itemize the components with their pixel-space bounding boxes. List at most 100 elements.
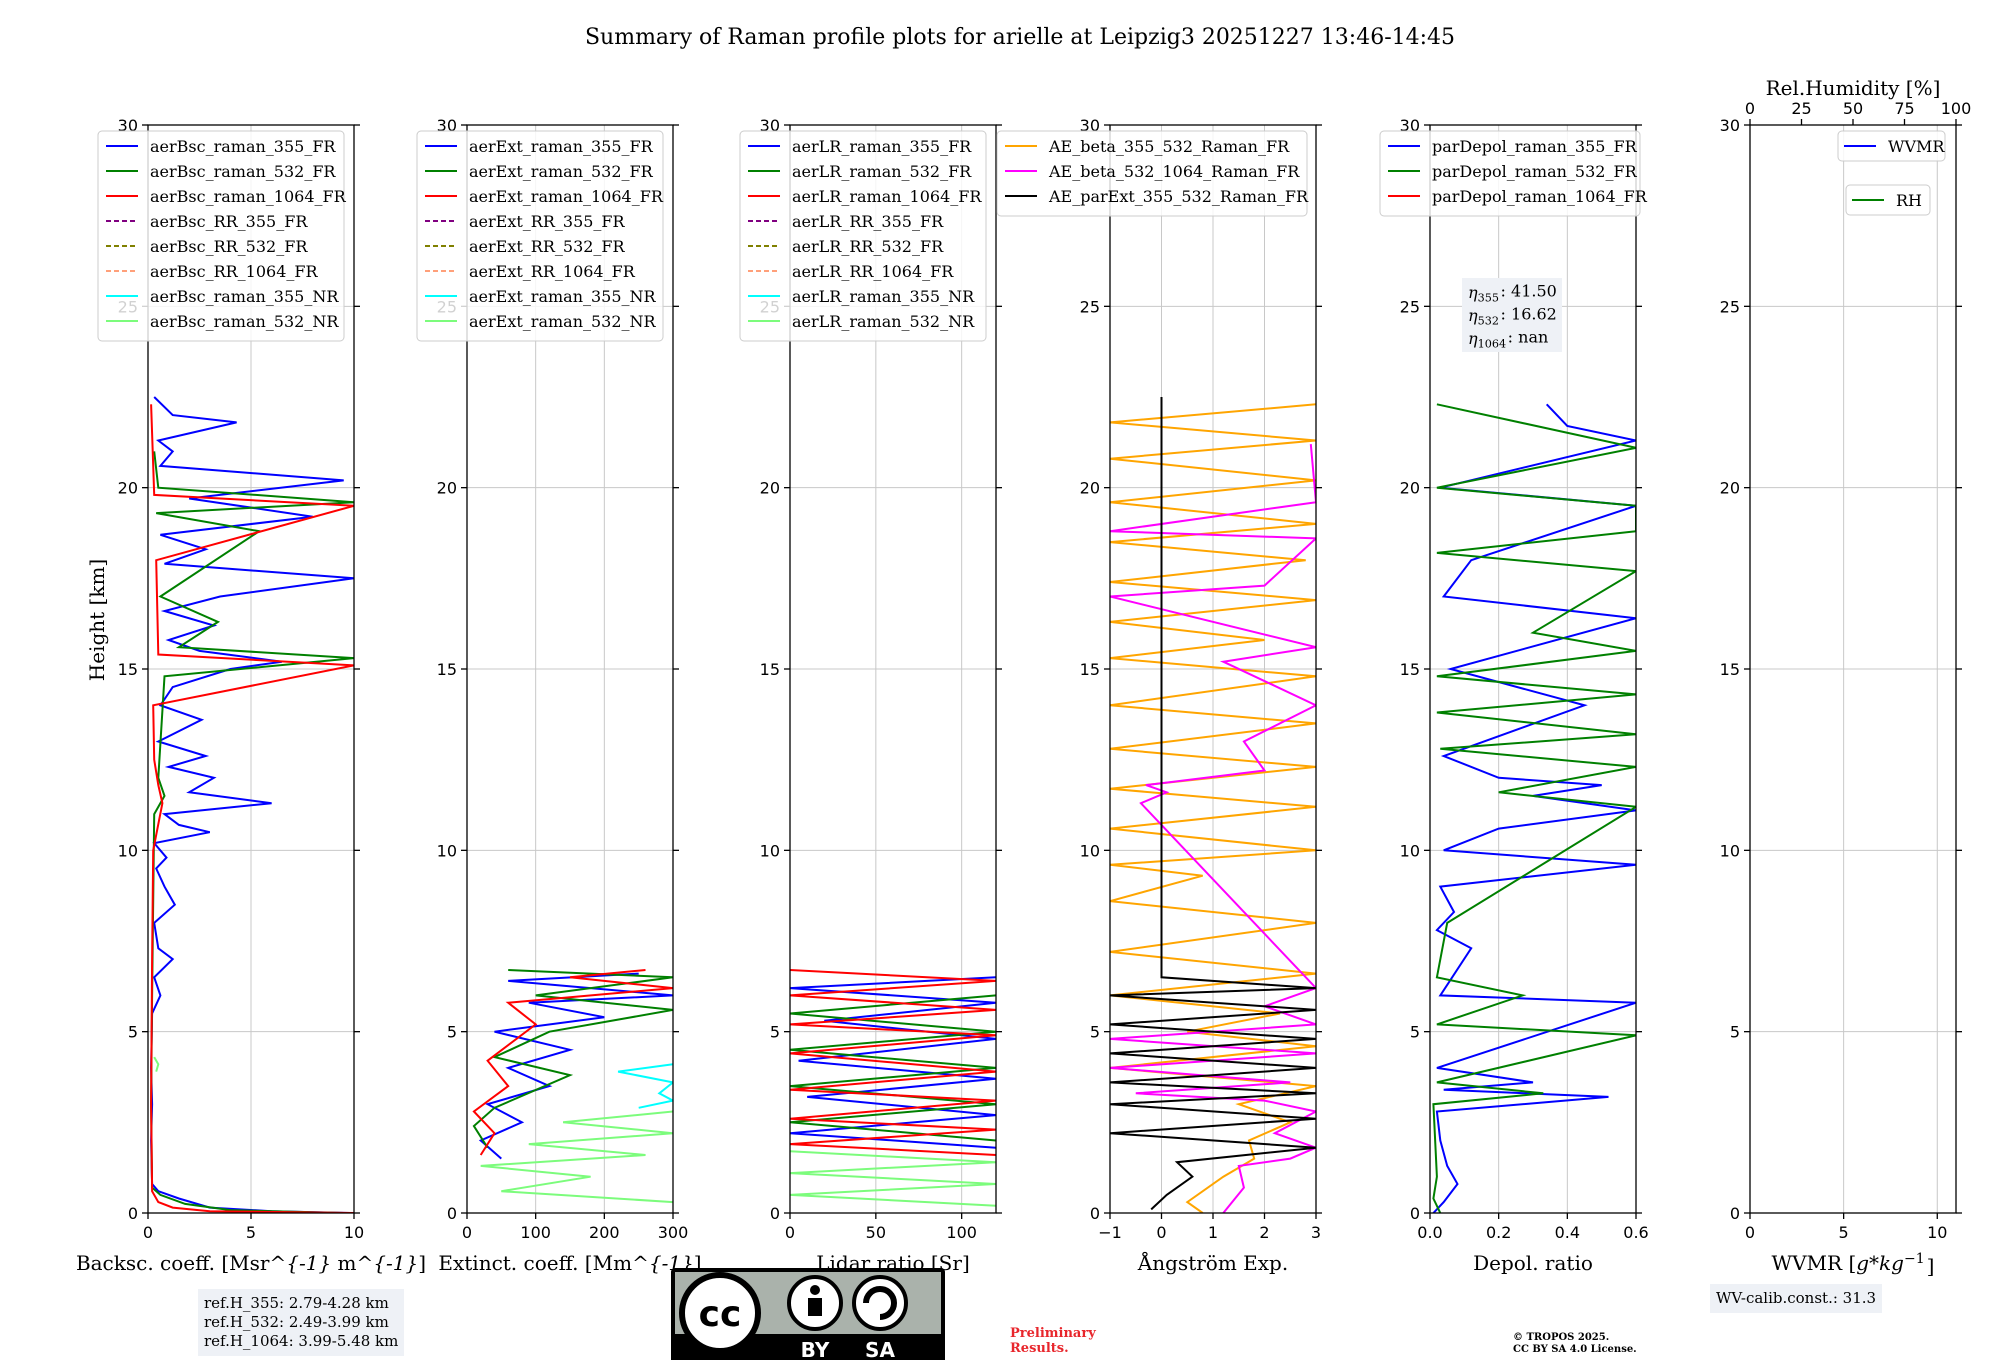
y-tick-label: 25 (1080, 297, 1100, 316)
legend-box (739, 130, 987, 342)
x-tick-label: 50 (866, 1223, 886, 1242)
by-icon-head (810, 1285, 820, 1295)
by-label: BY (801, 1338, 830, 1360)
y-tick-label: 0 (447, 1204, 457, 1223)
y-tick-label: 15 (1080, 660, 1100, 679)
y-tick-label: 10 (1720, 841, 1740, 860)
legend-label-AE_beta_355_532_Raman_FR: AE_beta_355_532_Raman_FR (1048, 137, 1290, 156)
legend-label-aerBsc_raman_1064_FR: aerBsc_raman_1064_FR (150, 187, 347, 206)
series-line-AE_parExt_355_532_Raman_FR (1110, 397, 1316, 1211)
legend-box (1379, 130, 1641, 217)
x-tick-label: 0.4 (1555, 1223, 1580, 1242)
x2-tick-label: 0 (1745, 99, 1755, 118)
x-axis-label: WVMR [g*kg−1 ] (1772, 1251, 1935, 1278)
copyright-line1: © TROPOS 2025. (1513, 1332, 1610, 1343)
y-tick-label: 30 (1080, 116, 1100, 135)
y-tick-label: 15 (118, 660, 138, 679)
legend-label-aerBsc_raman_355_NR: aerBsc_raman_355_NR (150, 287, 339, 306)
series-group (472, 969, 673, 1204)
ref-height-355: ref.H_355: 2.79-4.28 km (204, 1294, 389, 1312)
y-tick-label: 10 (1080, 841, 1100, 860)
x-tick-label: 0 (143, 1223, 153, 1242)
cc-by-sa-logo: cc BY SA (671, 1268, 945, 1360)
math-run: { (286, 1251, 299, 1275)
x-tick-label: −1 (1098, 1223, 1122, 1242)
x-tick-label: 300 (658, 1223, 689, 1242)
cc-icon (679, 1272, 761, 1354)
legend-label-aerExt_raman_532_NR: aerExt_raman_532_NR (469, 312, 657, 331)
x-tick-label: 0 (1745, 1223, 1755, 1242)
y-tick-label: 5 (128, 1023, 138, 1042)
legend-label-aerExt_raman_1064_FR: aerExt_raman_1064_FR (469, 187, 664, 206)
legend-label-aerExt_raman_355_FR: aerExt_raman_355_FR (469, 137, 654, 156)
x-tick-label: 3 (1311, 1223, 1321, 1242)
legend-label-aerLR_raman_1064_FR: aerLR_raman_1064_FR (792, 187, 982, 206)
x2-tick-label: 25 (1791, 99, 1811, 118)
y-tick-label: 20 (1720, 479, 1740, 498)
math-run: η (1468, 283, 1478, 302)
y-tick-label: 15 (1400, 660, 1420, 679)
legend-box (996, 130, 1308, 217)
x-tick-label: 0.6 (1623, 1223, 1648, 1242)
math-run: - (662, 1251, 669, 1275)
x-tick-label: 10 (344, 1223, 364, 1242)
x2-tick-label: 75 (1894, 99, 1914, 118)
legend-label-aerLR_RR_532_FR: aerLR_RR_532_FR (792, 237, 944, 256)
y-tick-label: 10 (437, 841, 457, 860)
math-run: 1 (306, 1251, 319, 1275)
legend-label-aerBsc_RR_355_FR: aerBsc_RR_355_FR (150, 212, 308, 231)
legend-label-aerLR_raman_532_FR: aerLR_raman_532_FR (792, 162, 972, 181)
legend-label-aerExt_raman_532_FR: aerExt_raman_532_FR (469, 162, 654, 181)
legend-box (1845, 184, 1931, 216)
x-tick-label: 5 (246, 1223, 256, 1242)
preliminary-line1: Preliminary (1010, 1326, 1096, 1341)
series-group (1110, 397, 1316, 1213)
x-tick-label: 100 (520, 1223, 551, 1242)
math-run: - (299, 1251, 306, 1275)
copyright-note: © TROPOS 2025. CC BY SA 4.0 License. (1513, 1332, 1637, 1356)
legend-label-AE_beta_532_1064_Raman_FR: AE_beta_532_1064_Raman_FR (1048, 162, 1300, 181)
sa-label: SA (865, 1338, 895, 1360)
series-group (790, 969, 996, 1207)
math-run: ^ (357, 1251, 374, 1275)
math-run: ^ (269, 1251, 286, 1275)
y-tick-label: 15 (760, 660, 780, 679)
series-line-aerExt_raman_355_NR (617, 1063, 673, 1109)
series-line-aerBsc_raman_532_FR (150, 451, 354, 1213)
series-line-parDepol_raman_532_FR (1432, 403, 1636, 1213)
legend-lr: aerLR_raman_355_FR aerLR_raman_532_FR aerL… (739, 130, 987, 342)
legend-label-parDepol_raman_1064_FR: parDepol_raman_1064_FR (1432, 187, 1648, 206)
math-reset (1506, 328, 1508, 347)
math-script: 1064 (1478, 337, 1506, 350)
legend-ae: AE_beta_355_532_Raman_FR AE_beta_532_1064… (996, 130, 1309, 217)
math-run: η (1468, 329, 1478, 348)
legend-label-aerExt_RR_355_FR: aerExt_RR_355_FR (469, 212, 626, 231)
x-axis-label: Depol. ratio (1473, 1251, 1593, 1275)
legend-box (97, 130, 345, 342)
y-tick-label: 10 (118, 841, 138, 860)
series-line-aerExt_raman_532_FR (472, 969, 673, 1149)
x-tick-label: 2 (1259, 1223, 1269, 1242)
x-tick-label: 0.0 (1417, 1223, 1442, 1242)
y-axis-label: Height [km] (85, 559, 109, 681)
x-tick-label: 0 (1156, 1223, 1166, 1242)
y-tick-label: 0 (770, 1204, 780, 1223)
x2-tick-label: 50 (1843, 99, 1863, 118)
y-tick-label: 0 (1730, 1204, 1740, 1223)
panel-lr: 051015202530050100Lidar ratio [Sr]aerLR_… (739, 116, 1002, 1275)
series-line-AE_beta_532_1064_Raman_FR (1110, 444, 1316, 1213)
series-line-aerLR_raman_355_FR (790, 976, 996, 1149)
y-tick-label: 5 (1410, 1023, 1420, 1042)
panel-depol: 0 5 10 15 20 25 30 0.0 0.2 0.4 0.6 Depol. ratio parD… (1379, 116, 1649, 1275)
math-run: η (1468, 306, 1478, 325)
panel-bsc: 0510152025300510Backsc. coeff. [Msr^{-1}… (76, 116, 426, 1275)
series-line-aerLR_raman_532_NR (790, 1150, 996, 1207)
y-tick-label: 20 (1400, 479, 1420, 498)
legend-label-parDepol_raman_355_FR: parDepol_raman_355_FR (1432, 137, 1638, 156)
legend-depol: parDepol_raman_355_FR parDepol_raman_532_… (1379, 130, 1648, 217)
series-line-aerExt_raman_532_NR (480, 1110, 673, 1204)
legend-label-aerLR_raman_532_NR: aerLR_raman_532_NR (792, 312, 975, 331)
